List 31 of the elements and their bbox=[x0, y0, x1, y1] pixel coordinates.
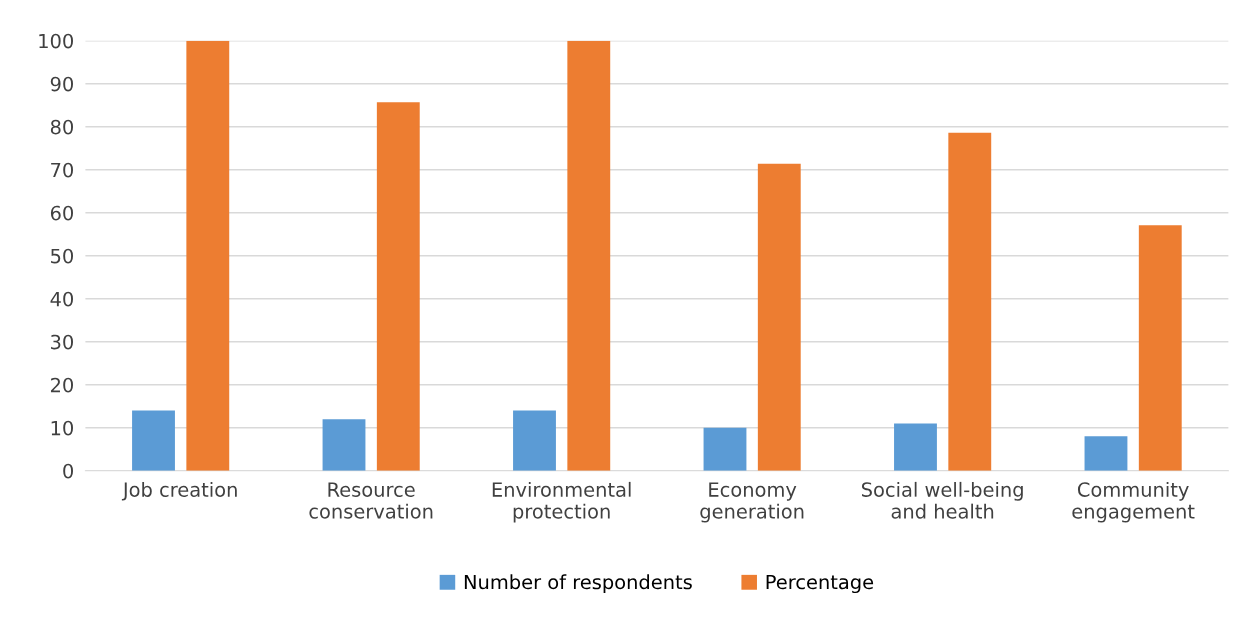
x-tick-label: Resource conservation bbox=[309, 482, 433, 519]
y-tick-label: 30 bbox=[51, 334, 74, 350]
y-tick-label: 20 bbox=[50, 377, 74, 393]
legend-label: Percentage bbox=[766, 574, 874, 594]
bar bbox=[1084, 436, 1128, 471]
y-tick-label: 100 bbox=[39, 33, 73, 49]
y-tick-label: 80 bbox=[50, 119, 74, 135]
y-tick-label: 60 bbox=[50, 205, 74, 221]
y-tick-label: 0 bbox=[63, 463, 74, 479]
bar bbox=[186, 40, 230, 471]
bar bbox=[1138, 225, 1182, 471]
bar bbox=[322, 419, 366, 471]
x-tick-label: Social well-being and health bbox=[861, 481, 1023, 519]
bar bbox=[132, 410, 175, 471]
y-tick-label: 70 bbox=[51, 162, 74, 178]
bar bbox=[894, 423, 937, 471]
y-tick-label: 90 bbox=[50, 76, 74, 92]
bar bbox=[567, 40, 611, 471]
x-tick-label: Community engagement bbox=[1072, 481, 1195, 523]
x-tick-label: Job creation bbox=[121, 481, 237, 501]
bar bbox=[513, 410, 556, 471]
y-tick-label: 50 bbox=[51, 248, 74, 264]
legend-label: Number of respondents bbox=[464, 574, 692, 594]
bar bbox=[948, 132, 992, 471]
bar bbox=[757, 163, 801, 471]
y-tick-label: 40 bbox=[50, 291, 74, 307]
y-tick-label: 10 bbox=[51, 420, 74, 436]
x-tick-label: Environmental protection bbox=[492, 481, 631, 523]
bar bbox=[703, 427, 747, 471]
bar bbox=[376, 102, 420, 471]
x-tick-label: Economy generation bbox=[700, 482, 804, 523]
